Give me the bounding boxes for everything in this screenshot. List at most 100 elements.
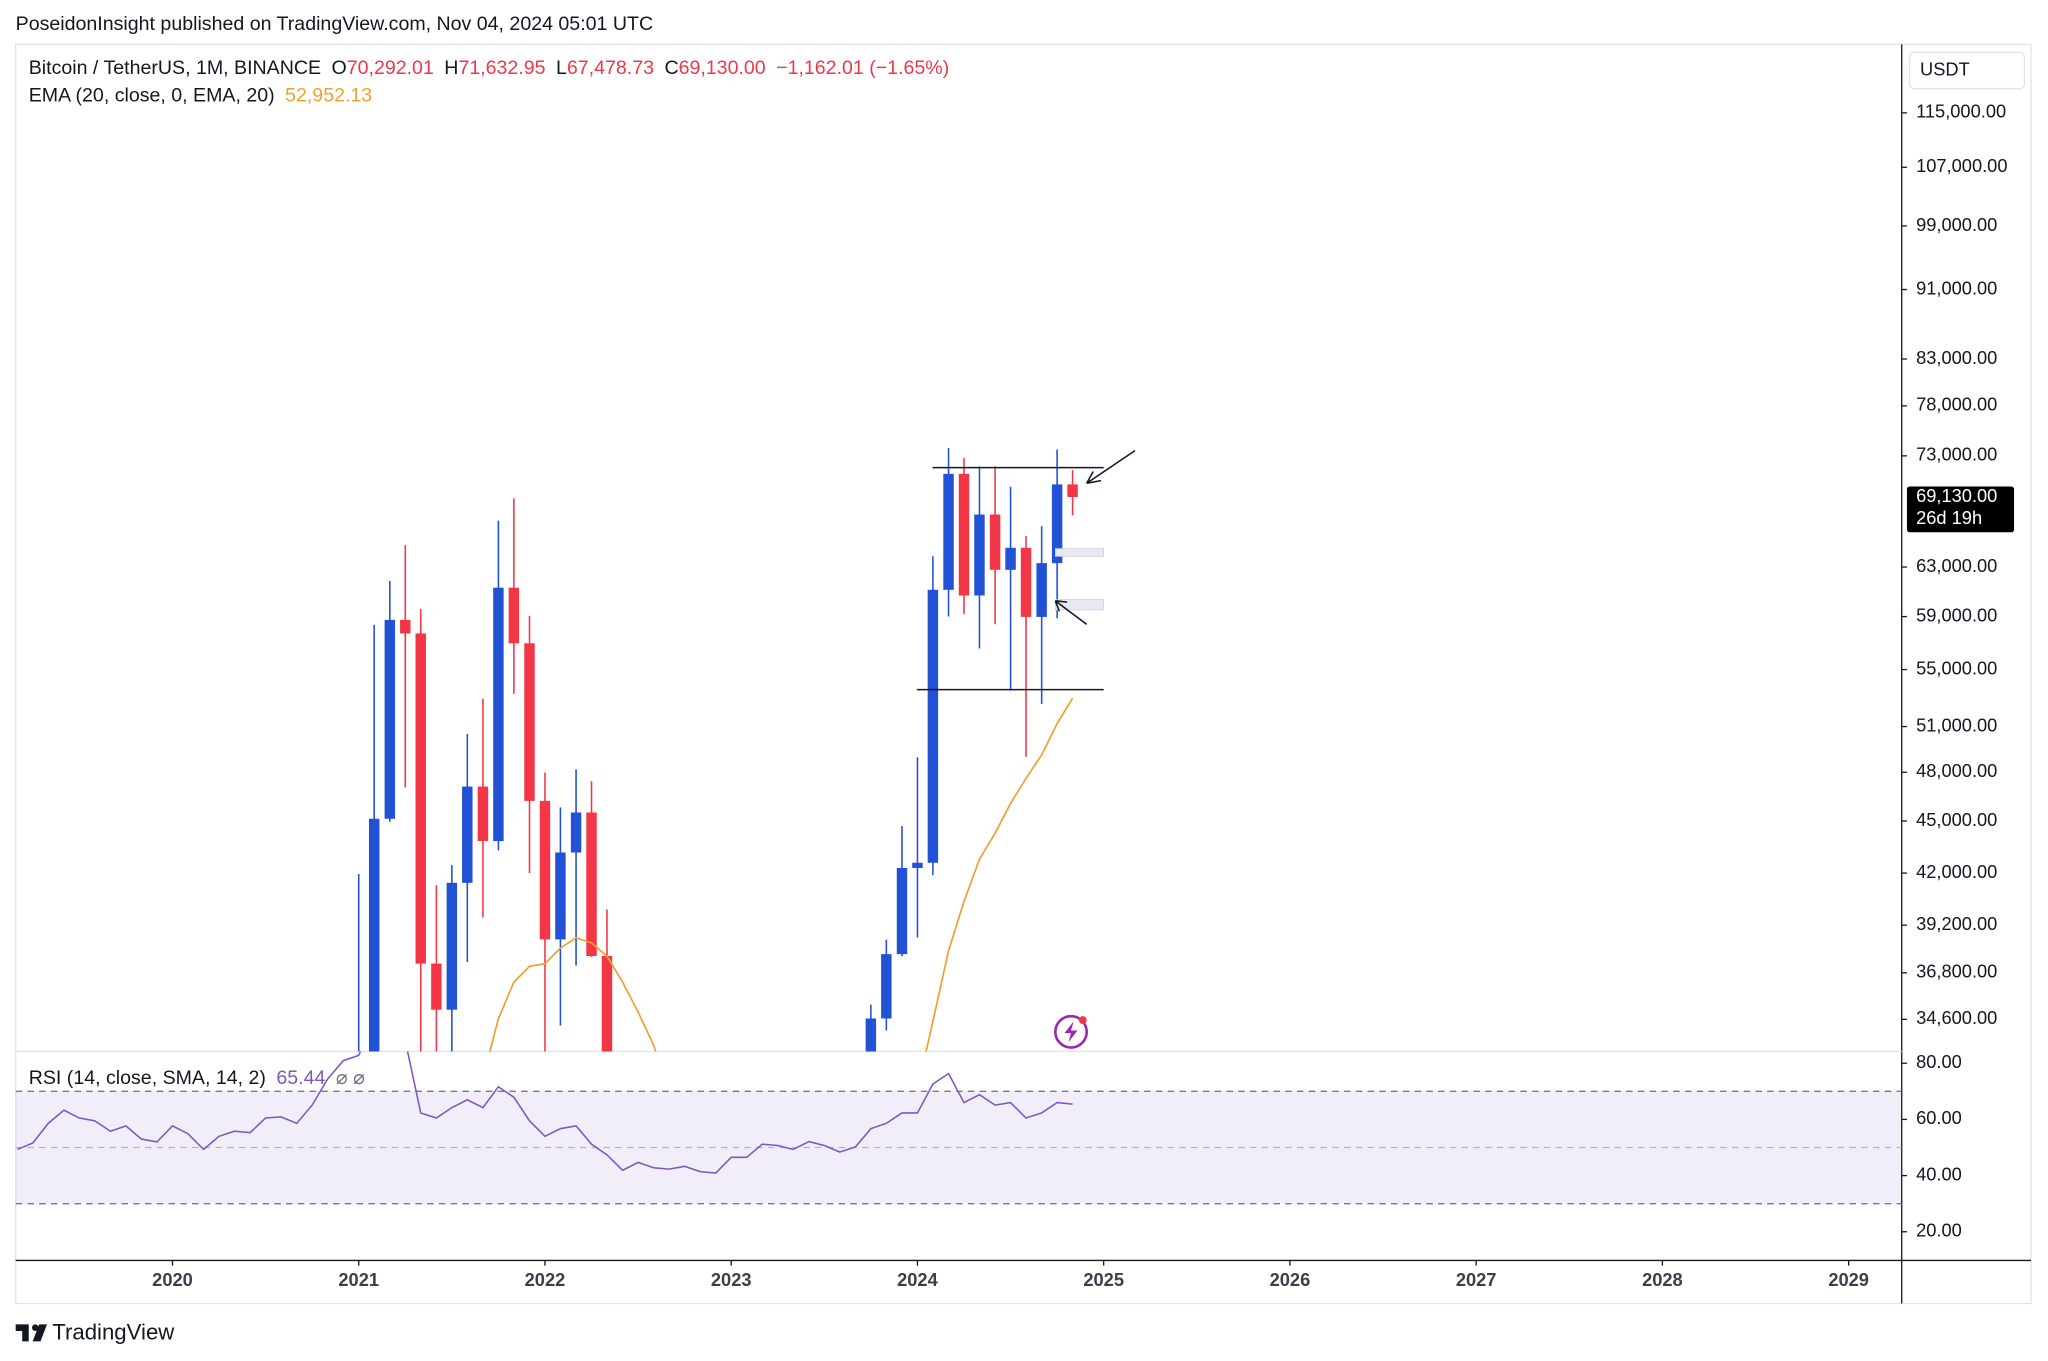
y-tick-label: 107,000.00 <box>1916 155 2007 176</box>
y-tick-label: 63,000.00 <box>1916 555 1997 576</box>
ohlc-key: L <box>556 57 567 79</box>
price-pane <box>357 447 1078 1052</box>
candle-body <box>943 473 954 590</box>
x-tick-label: 2026 <box>1270 1269 1311 1290</box>
y-tick-label: 48,000.00 <box>1916 760 1997 781</box>
y-tick-label: 39,200.00 <box>1916 913 1997 934</box>
ema-label: EMA (20, close, 0, EMA, 20) <box>29 85 275 107</box>
candle-body <box>493 587 504 842</box>
x-tick-label: 2022 <box>525 1269 566 1290</box>
y-tick-label: 40.00 <box>1916 1163 1962 1184</box>
x-tick-label: 2028 <box>1642 1269 1683 1290</box>
y-tick-label: 59,000.00 <box>1916 604 1997 625</box>
rsi-label: RSI (14, close, SMA, 14, 2) <box>29 1067 266 1089</box>
symbol-legend: Bitcoin / TetherUS, 1M, BINANCE O70,292.0… <box>29 57 949 79</box>
candle-body <box>1005 547 1016 570</box>
x-tick-label: 2021 <box>338 1269 379 1290</box>
candle-body <box>601 955 613 1052</box>
y-tick-label: 91,000.00 <box>1916 277 1997 298</box>
y-tick-label: 99,000.00 <box>1916 214 1997 235</box>
event-dot <box>1078 1016 1087 1025</box>
ohlc-value: 71,632.95 <box>458 57 545 79</box>
candle-body <box>400 619 411 634</box>
rsi-pane <box>15 1051 1902 1205</box>
rsi-value: 65.44 <box>276 1067 325 1089</box>
candle-body <box>865 1018 877 1052</box>
candle-body <box>539 800 551 940</box>
price-label-box <box>1906 486 2015 533</box>
candle-body <box>896 868 908 955</box>
y-tick-label: 73,000.00 <box>1916 444 1997 465</box>
y-tick-label: 34,600.00 <box>1916 1007 1997 1028</box>
candle-body <box>1036 563 1047 617</box>
candle-body <box>927 589 939 863</box>
y-tick-label: 55,000.00 <box>1916 657 1997 678</box>
ema-line <box>489 697 1074 1052</box>
footer-brand: TradingView <box>52 1319 175 1344</box>
candle-body <box>586 812 597 956</box>
candle-body <box>974 514 985 596</box>
ohlc-value: 69,130.00 <box>679 57 766 79</box>
x-tick-label: 2024 <box>897 1269 938 1290</box>
y-tick-label: 20.00 <box>1916 1220 1962 1241</box>
logo-mark <box>32 1324 39 1331</box>
tv-logo: TradingView <box>15 1319 175 1344</box>
frame <box>15 43 2032 1305</box>
candle-body <box>477 786 489 841</box>
ema-legend: EMA (20, close, 0, EMA, 20) 52,952.13 <box>29 85 373 107</box>
zone-box <box>1055 548 1104 557</box>
arrow <box>1054 600 1088 625</box>
candle-body <box>881 954 892 1019</box>
y-tick-label: 83,000.00 <box>1916 347 1997 368</box>
ohlc-key: O <box>332 57 347 79</box>
ohlc-value: 67,478.73 <box>567 57 654 79</box>
candle-body <box>446 882 458 1010</box>
symbol: Bitcoin / TetherUS, 1M, BINANCE <box>29 57 321 79</box>
y-tick-label: 80.00 <box>1916 1051 1962 1072</box>
candle-body <box>384 619 396 819</box>
candle-body <box>508 587 520 644</box>
candle-body <box>415 633 426 964</box>
candle-body <box>524 643 535 801</box>
candle-body <box>912 862 923 869</box>
ohlc-key: H <box>444 57 458 79</box>
rsi-line <box>17 1051 1073 1174</box>
price-label: 69,130.00 <box>1916 485 1997 506</box>
x-tick-label: 2027 <box>1456 1269 1497 1290</box>
countdown: 26d 19h <box>1916 507 1982 528</box>
rsi-legend: RSI (14, close, SMA, 14, 2) 65.44 ⌀ ⌀ <box>29 1067 365 1089</box>
candle-body <box>555 852 566 940</box>
rsi-flags: ⌀ ⌀ <box>336 1067 365 1089</box>
ema-value: 52,952.13 <box>285 85 372 107</box>
logo-mark <box>32 1324 48 1342</box>
y-tick-label: 78,000.00 <box>1916 394 1997 415</box>
currency-box[interactable] <box>1908 51 2026 90</box>
candle-body <box>1067 484 1078 497</box>
currency: USDT <box>1920 58 1970 79</box>
candle-body <box>958 473 970 596</box>
candle-body <box>368 818 380 1052</box>
x-tick-label: 2020 <box>152 1269 193 1290</box>
event-icon-bolt <box>1064 1021 1078 1043</box>
zone-box <box>1055 599 1104 611</box>
x-tick-label: 2023 <box>711 1269 752 1290</box>
change: −1,162.01 (−1.65%) <box>776 57 949 79</box>
publisher: PoseidonInsight published on TradingView… <box>16 13 653 35</box>
candle-body <box>1020 547 1032 617</box>
ohlc-key: C <box>664 57 678 79</box>
candle-body <box>1051 484 1063 564</box>
x-tick-label: 2029 <box>1828 1269 1869 1290</box>
x-tick-label: 2025 <box>1083 1269 1124 1290</box>
candle-body <box>431 963 442 1010</box>
logo-mark <box>15 1324 29 1342</box>
candle-body <box>570 812 582 853</box>
candle-body <box>989 514 1001 570</box>
arrow <box>1086 449 1136 485</box>
candle-body <box>462 786 473 883</box>
y-tick-label: 115,000.00 <box>1916 101 2006 122</box>
y-tick-label: 60.00 <box>1916 1107 1962 1128</box>
y-tick-label: 36,800.00 <box>1916 961 1997 982</box>
ohlc-value: 70,292.01 <box>347 57 434 79</box>
drawings <box>916 449 1136 1049</box>
